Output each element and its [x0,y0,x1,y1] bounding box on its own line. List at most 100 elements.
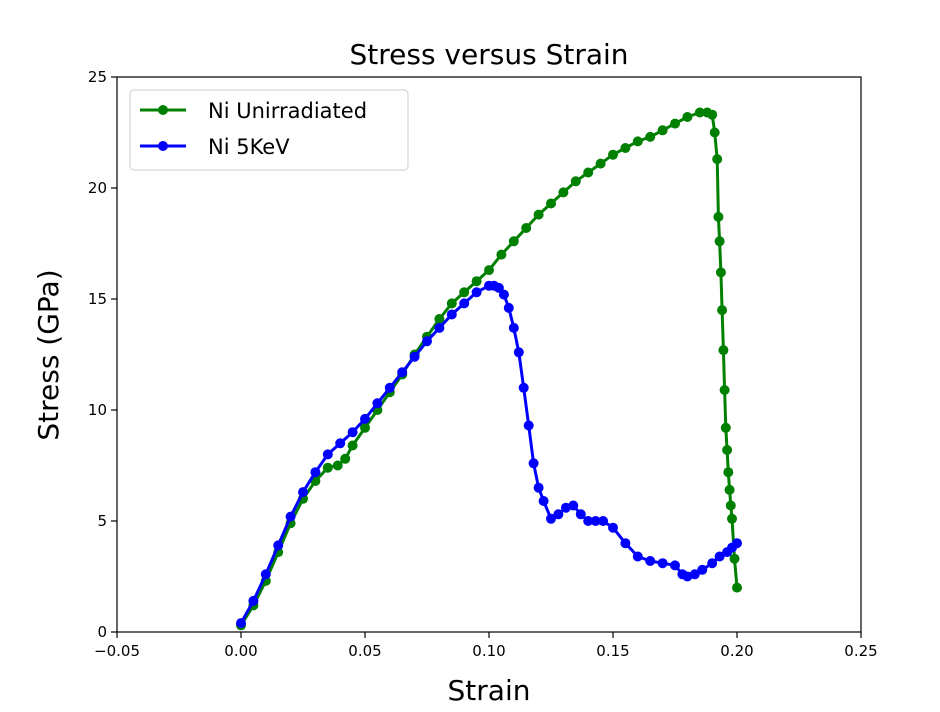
x-tick-label: 0.00 [224,642,257,660]
data-point [332,460,343,471]
legend-marker-5kev [158,141,168,151]
data-point [732,582,742,593]
data-point [347,440,358,451]
data-point [583,516,594,526]
chart-title: Stress versus Strain [349,38,628,71]
y-axis-label: Stress (GPa) [32,269,65,440]
data-point [595,158,606,169]
data-point [632,551,643,562]
y-tick-label: 15 [88,290,107,308]
data-point [712,154,723,165]
data-point [248,595,259,606]
data-point [715,267,726,278]
data-point [707,558,718,569]
data-point [670,118,680,129]
data-point [518,382,529,393]
data-point [720,422,731,433]
data-point [538,496,549,506]
data-point [508,322,519,333]
data-point [521,223,532,233]
data-point [729,553,740,564]
data-point [471,287,482,298]
y-axis-ticks: 0 5 10 15 20 25 [88,68,117,641]
data-point [590,516,601,526]
data-point [727,513,737,524]
data-point [533,209,544,220]
data-point [645,131,656,142]
data-point [422,336,432,347]
y-tick-label: 5 [97,512,107,530]
data-point [322,449,333,460]
y-tick-label: 25 [88,68,107,86]
data-point [372,398,383,409]
data-point [558,187,569,198]
data-point [694,107,705,118]
data-point [322,462,333,473]
data-point [723,467,734,478]
legend-box [129,89,409,171]
y-tick-label: 10 [88,401,107,419]
x-axis-ticks: −0.05 0.00 0.05 0.10 0.15 0.20 0.25 [94,632,878,660]
data-point [285,511,296,522]
data-point [459,287,470,298]
data-point [546,513,556,524]
legend: Ni Unirradiated Ni 5KeV [129,89,409,171]
series-5kev [236,280,742,629]
data-point [583,167,594,178]
data-point [273,540,284,551]
data-point [682,112,693,122]
data-point [620,538,631,549]
data-point [513,347,524,358]
data-point [384,382,395,393]
data-point [657,558,668,569]
data-point [724,484,735,495]
data-point [714,551,725,562]
data-point [434,314,445,324]
data-point [645,556,656,566]
data-point [446,298,457,309]
data-point [528,458,539,469]
data-point [719,385,730,395]
data-point [409,351,420,362]
data-point [620,143,631,153]
data-point [657,125,668,136]
legend-label-5kev: Ni 5KeV [208,135,290,159]
data-point [508,236,519,247]
x-tick-label: 0.10 [472,642,505,660]
series-layer [236,107,742,631]
data-point [496,249,507,260]
legend-marker-unirradiated [158,105,168,115]
data-point [707,109,718,120]
data-point [697,564,708,575]
x-tick-label: 0.20 [720,642,753,660]
data-point [570,176,581,187]
x-tick-label: 0.25 [844,642,877,660]
y-tick-label: 20 [88,179,107,197]
data-point [632,136,643,147]
data-point [714,236,725,247]
data-point [459,298,470,309]
data-point [347,427,358,438]
data-point [575,509,586,520]
data-point [397,367,408,378]
data-point [568,500,579,511]
data-point [713,211,724,222]
data-point [523,420,534,431]
data-point [732,538,742,549]
data-point [608,149,618,160]
data-point [434,322,445,333]
data-point [340,453,351,464]
data-point [446,309,457,320]
x-tick-label: 0.15 [596,642,629,660]
data-point [484,265,494,276]
data-point [533,482,544,493]
legend-label-unirradiated: Ni Unirradiated [208,99,367,123]
data-point [725,500,736,511]
data-point [546,198,556,209]
data-point [360,422,370,433]
data-point [298,487,308,498]
data-point [598,516,609,526]
data-point [260,569,271,580]
data-point [717,305,728,316]
